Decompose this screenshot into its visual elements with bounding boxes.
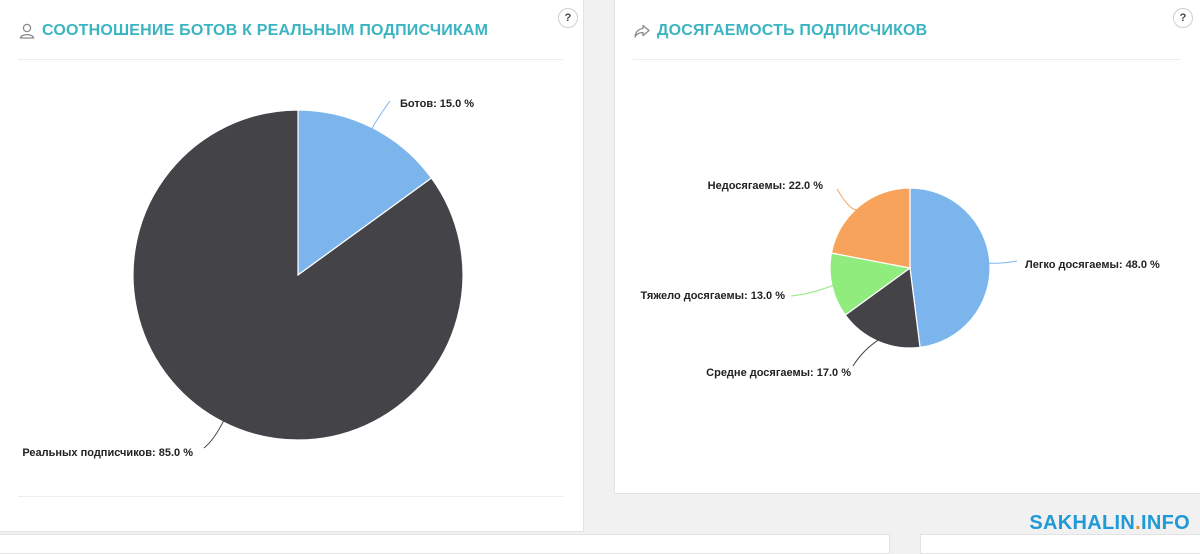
pie-slice-недосягаемы[interactable] xyxy=(830,187,911,269)
watermark-part2: INFO xyxy=(1141,512,1190,534)
data-label-недосягаемы: Недосягаемы: 22.0 % xyxy=(708,180,824,192)
header-divider xyxy=(18,59,563,60)
reach-title: ДОСЯГАЕМОСТЬ ПОДПИСЧИКОВ xyxy=(657,22,928,39)
share-arrow-icon xyxy=(634,24,650,38)
connector-ботов xyxy=(371,100,391,130)
reach-help-button[interactable]: ? xyxy=(1173,8,1193,28)
connector-реальных-подписчиков xyxy=(203,419,225,449)
pie-slice-легко-досягаемы[interactable] xyxy=(909,187,991,349)
bots-ratio-header: СООТНОШЕНИЕ БОТОВ К РЕАЛЬНЫМ ПОДПИСЧИКАМ xyxy=(18,22,488,40)
connector-недосягаемы xyxy=(836,188,861,211)
watermark-part1: SAKHALIN xyxy=(1029,512,1136,534)
data-label-легко-досягаемы: Легко досягаемы: 48.0 % xyxy=(1025,259,1160,271)
bots-ratio-panel: СООТНОШЕНИЕ БОТОВ К РЕАЛЬНЫМ ПОДПИСЧИКАМ… xyxy=(0,0,584,532)
user-icon xyxy=(19,23,35,39)
site-watermark: SAKHALIN.INFO xyxy=(1029,512,1190,535)
bots-ratio-pie-chart: Ботов: 15.0 % Реальных подписчиков: 85.0 … xyxy=(22,98,474,459)
connector-легко-досягаемы xyxy=(987,260,1018,264)
reach-pie-chart: Легко досягаемы: 48.0 % Средне досягаемы:… xyxy=(640,180,1160,379)
footer-divider xyxy=(18,496,563,497)
bots-ratio-title: СООТНОШЕНИЕ БОТОВ К РЕАЛЬНЫМ ПОДПИСЧИКАМ xyxy=(42,22,489,39)
data-label-ботов: Ботов: 15.0 % xyxy=(400,98,474,110)
connector-средне-досягаемы xyxy=(852,339,880,367)
header-divider xyxy=(633,59,1180,60)
connector-тяжело-досягаемы xyxy=(790,284,835,297)
bots-ratio-help-button[interactable]: ? xyxy=(558,8,578,28)
reach-header: ДОСЯГАЕМОСТЬ ПОДПИСЧИКОВ xyxy=(633,22,927,40)
next-panel-right xyxy=(920,534,1200,554)
reach-panel: ДОСЯГАЕМОСТЬ ПОДПИСЧИКОВ ? Легко досягае… xyxy=(614,0,1200,494)
next-panel-left xyxy=(0,534,890,554)
data-label-реальных-подписчиков: Реальных подписчиков: 85.0 % xyxy=(22,447,193,459)
pie-slice-средне-досягаемы[interactable] xyxy=(844,266,921,349)
data-label-тяжело-досягаемы: Тяжело досягаемы: 13.0 % xyxy=(640,290,785,302)
watermark-separator: . xyxy=(1135,512,1142,534)
data-label-средне-досягаемы: Средне досягаемы: 17.0 % xyxy=(706,367,851,379)
